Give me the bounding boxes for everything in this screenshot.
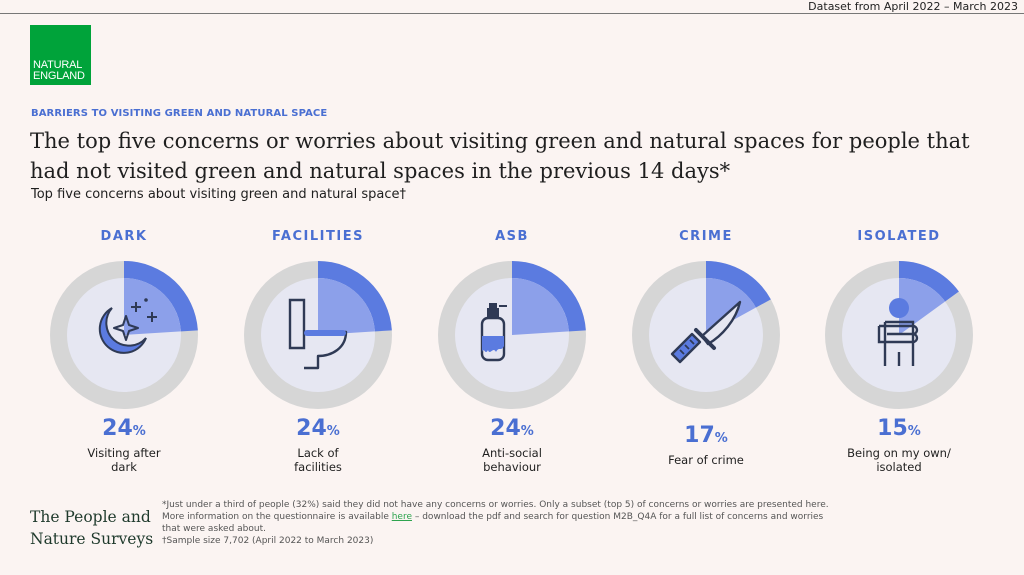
value-number: 24 <box>102 416 133 441</box>
survey-brand: The People and Nature Surveys <box>30 506 153 550</box>
value-sign: % <box>132 424 146 439</box>
label-line: Lack of <box>297 446 339 460</box>
label-line: facilities <box>294 460 342 474</box>
label-line: Fear of crime <box>668 453 744 467</box>
footnote-text: – download the pdf and search for questi… <box>412 512 824 522</box>
toilet-icon <box>288 298 348 370</box>
donut-slice-inner-isolated <box>899 278 946 335</box>
category-asb: ASB <box>495 229 529 244</box>
label-line: Being on my own/ <box>847 446 951 460</box>
natural-england-logo: NATURAL ENGLAND <box>30 25 91 85</box>
value-dark: 24% <box>34 416 214 441</box>
category-crime: CRIME <box>679 229 733 244</box>
logo-line-2: ENGLAND <box>33 70 85 82</box>
donut-slice-inner-facilities <box>318 278 375 335</box>
footnote-line-2: More information on the questionnaire is… <box>162 511 842 523</box>
donut-slice-inner-dark <box>124 278 181 335</box>
value-number: 24 <box>296 416 327 441</box>
label-line: Anti-social <box>482 446 542 460</box>
brand-line-2: Nature Surveys <box>30 530 154 548</box>
page-title: The top five concerns or worries about v… <box>30 129 970 183</box>
value-sign: % <box>520 424 534 439</box>
label-line: isolated <box>876 460 922 474</box>
section-eyebrow: BARRIERS TO VISITING GREEN AND NATURAL S… <box>31 108 328 119</box>
footnote-line-3: that were asked about. <box>162 524 266 534</box>
footnote-line-4: †Sample size 7,702 (April 2022 to March … <box>162 536 374 546</box>
category-isolated: ISOLATED <box>857 229 941 244</box>
footnote: *Just under a third of people (32%) said… <box>162 499 842 547</box>
label-line: Visiting after <box>87 446 161 460</box>
label-asb: Anti-social behaviour <box>422 446 602 474</box>
label-dark: Visiting after dark <box>34 446 214 474</box>
value-facilities: 24% <box>228 416 408 441</box>
label-isolated: Being on my own/ isolated <box>809 446 989 474</box>
value-sign: % <box>714 431 728 446</box>
value-isolated: 15% <box>809 416 989 441</box>
page-subtitle: Top five concerns about visiting green a… <box>31 187 406 202</box>
value-sign: % <box>326 424 340 439</box>
label-facilities: Lack of facilities <box>228 446 408 474</box>
value-asb: 24% <box>422 416 602 441</box>
category-dark: DARK <box>100 229 148 244</box>
moon-stars-icon <box>98 298 157 354</box>
logo-line-1: NATURAL <box>33 59 83 71</box>
label-line: behaviour <box>483 460 541 474</box>
label-crime: Fear of crime <box>616 453 796 467</box>
spray-can-icon <box>480 300 545 362</box>
knife-icon <box>670 300 742 364</box>
questionnaire-link[interactable]: here <box>391 512 412 522</box>
value-sign: % <box>907 424 921 439</box>
dataset-label: Dataset from April 2022 – March 2023 <box>808 0 1018 13</box>
value-number: 17 <box>684 423 715 448</box>
category-facilities: FACILITIES <box>272 229 364 244</box>
brand-line-1: The People and <box>30 508 151 526</box>
header-rule <box>0 13 1024 14</box>
footnote-line-1: *Just under a third of people (32%) said… <box>162 500 829 510</box>
value-number: 24 <box>490 416 521 441</box>
value-crime: 17% <box>616 423 796 448</box>
value-number: 15 <box>877 416 908 441</box>
person-arms-crossed-icon <box>877 298 919 366</box>
label-line: dark <box>111 460 137 474</box>
footnote-text: More information on the questionnaire is… <box>162 512 392 522</box>
